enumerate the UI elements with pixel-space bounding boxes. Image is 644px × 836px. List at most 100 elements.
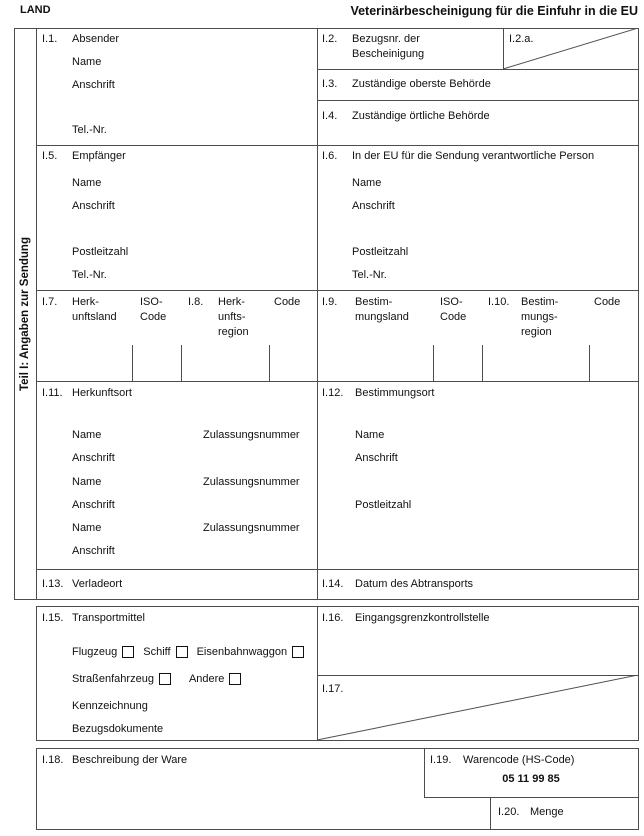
field-i11-name-label: Name: [72, 476, 102, 488]
field-i4-label: Zuständige örtliche Behörde: [352, 110, 490, 122]
field-i11-zulassung-label: Zulassungsnummer: [203, 429, 300, 441]
divider: [36, 290, 638, 291]
field-i6-name-label: Name: [352, 177, 382, 189]
transport-option-schiff: Schiff: [143, 646, 188, 658]
field-i7-label: Herk- unftsland: [72, 296, 117, 323]
field-i16-number: I.16.: [322, 612, 344, 624]
divider: [317, 28, 318, 600]
field-i9-iso-label: ISO- Code: [440, 296, 467, 323]
eisenbahnwaggon-label: Eisenbahnwaggon: [196, 646, 288, 658]
field-i17-number: I.17.: [322, 683, 344, 695]
field-i1-name-label: Name: [72, 56, 102, 68]
field-i11-zulassung-label: Zulassungsnummer: [203, 476, 300, 488]
field-i8-label: Herk- unfts- region: [218, 296, 249, 338]
field-i1-anschrift-label: Anschrift: [72, 79, 115, 91]
field-i12-label: Bestimmungsort: [355, 387, 435, 399]
field-i3-number: I.3.: [322, 78, 338, 90]
field-i18-number: I.18.: [42, 754, 64, 766]
divider: [14, 28, 15, 600]
country-label: LAND: [20, 4, 51, 16]
transport-option-andere: Andere: [188, 673, 242, 685]
checkbox-schiff[interactable]: [175, 646, 188, 658]
divider: [36, 829, 638, 830]
field-i12-number: I.12.: [322, 387, 344, 399]
andere-label: Andere: [188, 673, 225, 685]
hs-code-value: 05 11 99 85: [502, 773, 560, 785]
field-i2-label: Bezugsnr. der Bescheinigung: [352, 33, 425, 60]
divider: [638, 28, 639, 600]
field-i20-label: Menge: [530, 806, 564, 818]
field-i7-number: I.7.: [42, 296, 58, 308]
field-i11-name-label: Name: [72, 429, 102, 441]
flugzeug-label: Flugzeug: [72, 646, 118, 658]
checkbox-andere[interactable]: [229, 673, 242, 685]
divider: [36, 145, 638, 146]
divider: [317, 100, 638, 101]
field-i12-plz-label: Postleitzahl: [355, 499, 412, 511]
divider: [317, 69, 638, 70]
field-i11-anschrift-label: Anschrift: [72, 545, 115, 557]
diagonal-strikethrough: [503, 28, 638, 69]
field-i4-number: I.4.: [322, 110, 338, 122]
field-i6-label: In der EU für die Sendung verantwortlich…: [352, 150, 595, 162]
field-i12-anschrift-label: Anschrift: [355, 452, 398, 464]
code-tick: [132, 345, 133, 381]
transport-option-flugzeug: Flugzeug: [72, 646, 135, 658]
transport-options-row-1: Flugzeug Schiff Eisenbahnwaggon: [72, 646, 305, 658]
field-i20-number: I.20.: [498, 806, 520, 818]
field-i5-tel-label: Tel.-Nr.: [72, 269, 107, 281]
field-i5-label: Empfänger: [72, 150, 126, 162]
part1-sidebar: Teil I: Angaben zur Sendung: [14, 28, 36, 599]
field-i5-plz-label: Postleitzahl: [72, 246, 129, 258]
field-i8-code-label: Code: [274, 296, 301, 308]
field-i11-anschrift-label: Anschrift: [72, 499, 115, 511]
divider: [36, 606, 37, 741]
code-tick: [433, 345, 434, 381]
field-i13-label: Verladeort: [72, 578, 123, 590]
code-tick: [269, 345, 270, 381]
field-i8-number: I.8.: [188, 296, 204, 308]
field-i11-name-label: Name: [72, 522, 102, 534]
checkbox-strassenfahrzeug[interactable]: [158, 673, 171, 685]
field-i10-label: Bestim- mungs- region: [521, 296, 559, 338]
field-i18-label: Beschreibung der Ware: [72, 754, 188, 766]
field-i13-number: I.13.: [42, 578, 64, 590]
field-i15-bezugsdokumente-label: Bezugsdokumente: [72, 723, 164, 735]
field-i7-iso-label: ISO- Code: [140, 296, 167, 323]
field-i11-anschrift-label: Anschrift: [72, 452, 115, 464]
field-i2a-number: I.2.a.: [509, 33, 534, 45]
divider: [490, 797, 491, 829]
divider: [36, 381, 638, 382]
field-i6-number: I.6.: [322, 150, 338, 162]
field-i15-number: I.15.: [42, 612, 64, 624]
field-i16-label: Eingangsgrenzkontrollstelle: [355, 612, 490, 624]
transport-option-eisenbahnwaggon: Eisenbahnwaggon: [197, 646, 305, 658]
divider: [36, 569, 638, 570]
checkbox-eisenbahnwaggon[interactable]: [292, 646, 305, 658]
field-i11-zulassung-label: Zulassungsnummer: [203, 522, 300, 534]
checkbox-flugzeug[interactable]: [122, 646, 135, 658]
field-i5-anschrift-label: Anschrift: [72, 200, 115, 212]
field-i3-label: Zuständige oberste Behörde: [352, 78, 491, 90]
field-i15-label: Transportmittel: [72, 612, 145, 624]
divider: [424, 797, 638, 798]
field-i15-kennzeichnung-label: Kennzeichnung: [72, 700, 148, 712]
field-i10-code-label: Code: [594, 296, 621, 308]
field-i9-number: I.9.: [322, 296, 338, 308]
divider: [36, 606, 638, 607]
divider: [638, 606, 639, 741]
field-i6-tel-label: Tel.-Nr.: [352, 269, 387, 281]
field-i14-number: I.14.: [322, 578, 344, 590]
code-tick: [482, 345, 483, 381]
field-i14-label: Datum des Abtransports: [355, 578, 474, 590]
divider: [424, 748, 425, 797]
divider: [14, 599, 638, 600]
divider: [317, 675, 638, 676]
divider: [317, 606, 318, 741]
field-i12-name-label: Name: [355, 429, 385, 441]
field-i6-plz-label: Postleitzahl: [352, 246, 409, 258]
code-tick: [589, 345, 590, 381]
field-i19-label: Warencode (HS-Code): [463, 754, 575, 766]
page-title: Veterinärbescheinigung für die Einfuhr i…: [350, 4, 638, 18]
divider: [36, 748, 638, 749]
